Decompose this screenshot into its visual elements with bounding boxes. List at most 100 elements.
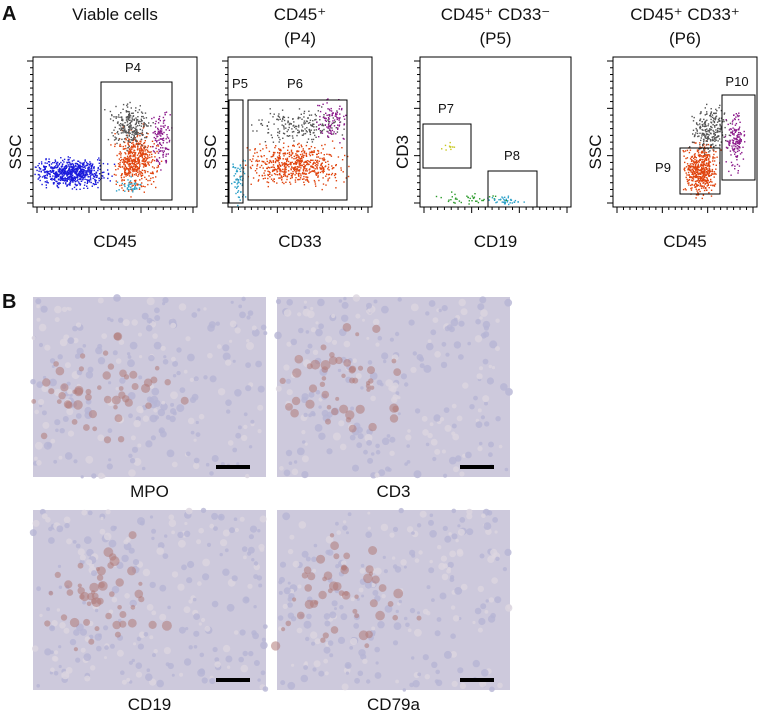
cell bbox=[352, 465, 359, 472]
cell bbox=[425, 674, 430, 679]
dot bbox=[56, 162, 57, 163]
dot bbox=[316, 164, 317, 165]
stained-cell bbox=[129, 371, 137, 379]
cell bbox=[260, 516, 267, 523]
dot bbox=[451, 191, 452, 192]
cell bbox=[286, 299, 293, 306]
cell bbox=[349, 646, 353, 650]
dot bbox=[738, 129, 739, 130]
dot bbox=[46, 184, 47, 185]
dot bbox=[251, 184, 252, 185]
stained-cell bbox=[370, 599, 378, 607]
dot bbox=[130, 127, 131, 128]
cell bbox=[238, 425, 242, 429]
dot bbox=[474, 193, 475, 194]
dot bbox=[339, 108, 340, 109]
dot bbox=[703, 174, 704, 175]
dot bbox=[62, 170, 63, 171]
cell bbox=[417, 523, 421, 527]
dot bbox=[697, 173, 698, 174]
cell bbox=[287, 682, 295, 690]
dot bbox=[89, 170, 90, 171]
dot bbox=[736, 123, 737, 124]
dot bbox=[693, 158, 694, 159]
cell bbox=[261, 670, 266, 675]
dot bbox=[84, 160, 85, 161]
dot bbox=[146, 117, 147, 118]
dot bbox=[290, 168, 291, 169]
dot bbox=[303, 130, 304, 131]
dot bbox=[123, 141, 124, 142]
cell bbox=[430, 514, 434, 518]
image-caption: MPO bbox=[130, 482, 169, 501]
dot bbox=[327, 180, 328, 181]
dot bbox=[702, 152, 703, 153]
dot bbox=[717, 135, 718, 136]
dot bbox=[704, 169, 705, 170]
cell bbox=[213, 526, 218, 531]
stained-cell bbox=[65, 401, 73, 409]
dot bbox=[141, 120, 142, 121]
dot bbox=[720, 124, 721, 125]
dot bbox=[686, 177, 687, 178]
dot bbox=[303, 148, 304, 149]
dot bbox=[348, 176, 349, 177]
dot bbox=[711, 175, 712, 176]
stained-cell bbox=[78, 584, 82, 588]
dot bbox=[127, 179, 128, 180]
dot bbox=[436, 196, 437, 197]
cell bbox=[202, 677, 208, 683]
cell bbox=[439, 309, 442, 312]
dot bbox=[38, 171, 39, 172]
dot bbox=[715, 151, 716, 152]
cell bbox=[242, 546, 248, 552]
dot bbox=[124, 122, 125, 123]
dot bbox=[124, 186, 125, 187]
cell bbox=[392, 382, 398, 388]
dot bbox=[693, 130, 694, 131]
dot bbox=[502, 197, 503, 198]
cell bbox=[37, 318, 41, 322]
dot bbox=[694, 117, 695, 118]
cell bbox=[231, 301, 234, 304]
panel-label: A bbox=[2, 3, 16, 25]
dot bbox=[729, 140, 730, 141]
cell bbox=[42, 410, 47, 415]
dot bbox=[730, 123, 731, 124]
cell bbox=[234, 630, 239, 635]
dot bbox=[133, 152, 134, 153]
dot bbox=[507, 200, 508, 201]
dot bbox=[125, 175, 126, 176]
cell bbox=[110, 644, 115, 649]
dot bbox=[271, 167, 272, 168]
dot bbox=[151, 156, 152, 157]
dot bbox=[285, 158, 286, 159]
dot bbox=[302, 155, 303, 156]
dot bbox=[280, 119, 281, 120]
dot bbox=[129, 128, 130, 129]
cell bbox=[459, 299, 466, 306]
stained-cell bbox=[79, 366, 84, 371]
cell bbox=[193, 463, 199, 469]
dot bbox=[87, 165, 88, 166]
dot bbox=[132, 162, 133, 163]
dot bbox=[705, 165, 706, 166]
cell bbox=[334, 607, 337, 610]
dot bbox=[700, 179, 701, 180]
dot bbox=[142, 175, 143, 176]
stained-cell bbox=[392, 615, 398, 621]
dot bbox=[697, 176, 698, 177]
dot bbox=[708, 162, 709, 163]
dot bbox=[706, 113, 707, 114]
cell bbox=[430, 422, 434, 426]
cell bbox=[377, 380, 383, 386]
dot bbox=[702, 162, 703, 163]
dot bbox=[709, 182, 710, 183]
cell bbox=[407, 429, 411, 433]
cell bbox=[203, 375, 207, 379]
dot bbox=[314, 129, 315, 130]
cell bbox=[68, 337, 75, 344]
cell bbox=[228, 440, 234, 446]
cell bbox=[284, 587, 291, 594]
dot bbox=[148, 145, 149, 146]
